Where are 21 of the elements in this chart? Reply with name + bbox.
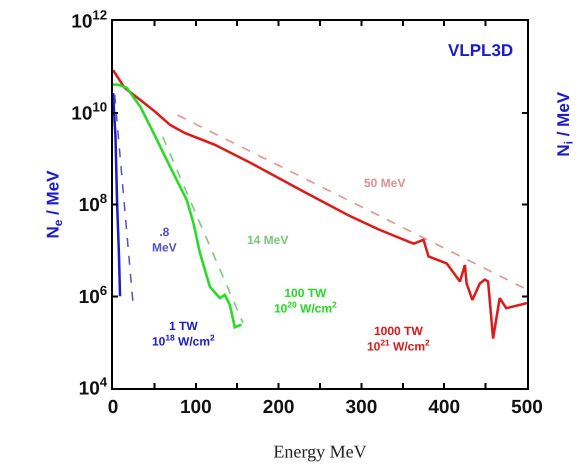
y-tick-label: 10$^{10}$ — [71, 99, 108, 124]
x-tick-label: 0 — [108, 396, 118, 418]
x-tick-label: 400 — [428, 396, 460, 418]
text: 14 MeV — [247, 233, 288, 247]
text: 100 TW 10$^{20}$ W/cm$^{2}$ — [274, 286, 338, 316]
text: 1000 TW 10$^{21}$ W/cm$^{2}$ — [367, 324, 430, 354]
line-series — [113, 83, 243, 329]
y-tick-label: 10$^{4}$ — [78, 374, 108, 400]
y-tick-label: 10$^{6}$ — [78, 282, 108, 308]
x-tick-label: 300 — [346, 396, 378, 418]
x-axis-title: Energy MeV — [273, 441, 367, 462]
series-label: .8 MeV — [152, 225, 177, 255]
x-tick-label: 500 — [511, 396, 543, 418]
y-tick-label: 10$^{12}$ — [71, 8, 108, 33]
x-tick-label: 200 — [262, 396, 294, 418]
x-tick-label: 100 — [180, 396, 212, 418]
series-label: 50 MeV — [364, 176, 406, 190]
line-series — [113, 92, 122, 298]
text: VLPL3D — [448, 41, 514, 60]
y-tick-label: 10$^{8}$ — [78, 191, 108, 216]
text: 1 TW 10$^{18}$ W/cm$^{2}$ — [152, 319, 216, 349]
